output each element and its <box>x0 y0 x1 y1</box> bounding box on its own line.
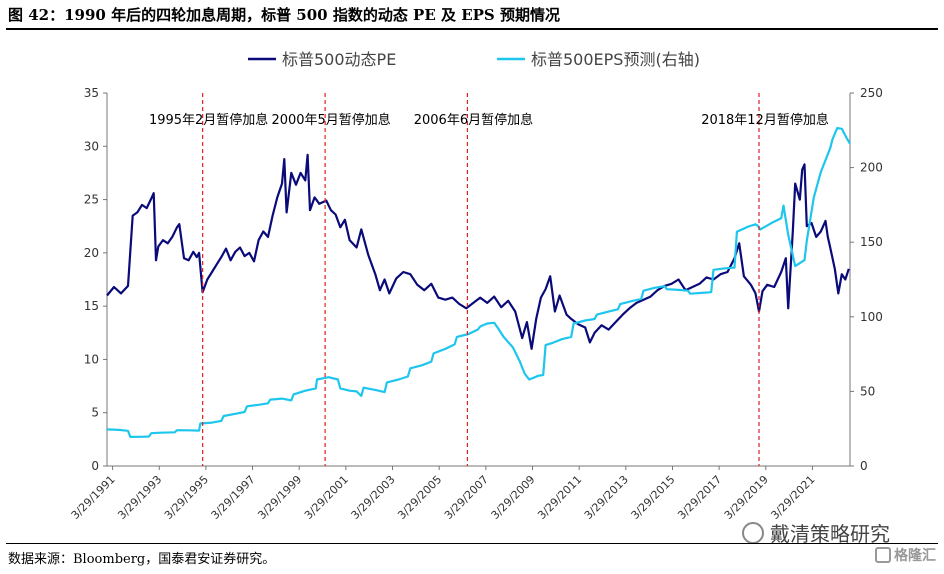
y-left-tick-label: 10 <box>84 352 99 366</box>
x-tick-label: 3/29/2011 <box>535 473 584 522</box>
wechat-icon <box>742 521 764 544</box>
brand-icon <box>875 547 891 563</box>
y-left-tick-label: 15 <box>84 299 99 313</box>
y-left-tick-label: 5 <box>91 406 99 420</box>
y-left-tick-label: 0 <box>91 459 99 473</box>
x-tick-label: 3/29/1991 <box>69 473 118 522</box>
y-left-tick-label: 25 <box>84 193 99 207</box>
y-right-tick-label: 100 <box>860 310 883 324</box>
y-right-tick-label: 250 <box>860 86 883 100</box>
pause-marker-label: 1995年2月暂停加息 <box>149 112 268 128</box>
y-right-tick-label: 50 <box>860 384 875 398</box>
x-tick-label: 3/29/2021 <box>768 473 817 522</box>
x-tick-label: 3/29/1995 <box>162 473 211 522</box>
source-rule <box>6 543 938 544</box>
y-left-tick-label: 35 <box>84 86 99 100</box>
legend-label: 标普500动态PE <box>282 50 396 69</box>
source-note: 数据来源：Bloomberg，国泰君安证券研究。 <box>8 552 276 567</box>
y-left-tick-label: 30 <box>84 139 99 153</box>
figure-title: 图 42：1990 年后的四轮加息周期，标普 500 指数的动态 PE 及 EP… <box>8 6 560 24</box>
y-right-tick-label: 150 <box>860 235 883 249</box>
pause-marker-label: 2006年6月暂停加息 <box>414 112 533 128</box>
y-left-tick-label: 20 <box>84 246 99 260</box>
watermark-text: 戴清策略研究 <box>770 522 890 546</box>
brand-logo: 格隆汇 <box>875 545 936 565</box>
x-tick-label: 3/29/1993 <box>115 473 164 522</box>
y-right-tick-label: 0 <box>860 459 868 473</box>
brand-text: 格隆汇 <box>894 548 936 564</box>
pause-marker-label: 2018年12月暂停加息 <box>701 112 829 128</box>
pause-marker-label: 2000年5月暂停加息 <box>271 112 390 128</box>
x-tick-label: 3/29/2001 <box>302 473 351 522</box>
x-tick-label: 3/29/2015 <box>629 473 678 522</box>
y-right-tick-label: 200 <box>860 161 883 175</box>
x-tick-label: 3/29/1997 <box>209 473 258 522</box>
x-tick-label: 3/29/2013 <box>582 473 631 522</box>
x-tick-label: 3/29/2009 <box>489 473 538 522</box>
x-tick-label: 3/29/1999 <box>255 473 304 522</box>
x-tick-label: 3/29/2003 <box>349 473 398 522</box>
x-tick-label: 3/29/2019 <box>722 473 771 522</box>
x-tick-label: 3/29/2017 <box>675 473 724 522</box>
x-tick-label: 3/29/2005 <box>395 473 444 522</box>
x-tick-label: 3/29/2007 <box>442 473 491 522</box>
legend-label: 标普500EPS预测(右轴) <box>531 50 700 69</box>
watermark: 戴清策略研究 <box>742 518 890 547</box>
eps-series-line <box>106 127 851 438</box>
pe-series-line <box>106 153 850 350</box>
title-rule <box>6 28 938 30</box>
